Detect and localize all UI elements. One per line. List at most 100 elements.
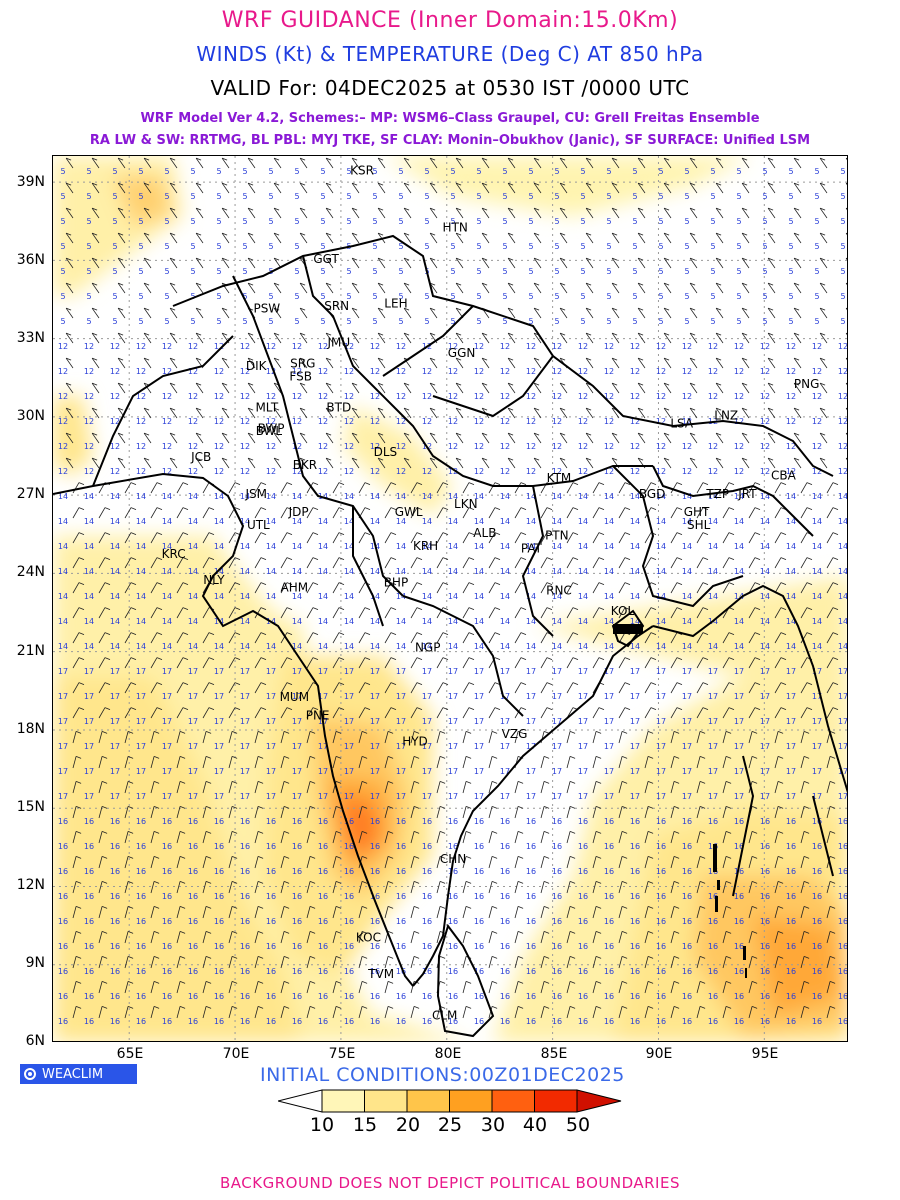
- wind-barb: 17: [110, 731, 134, 751]
- svg-text:14: 14: [734, 567, 744, 576]
- svg-text:14: 14: [708, 642, 718, 651]
- svg-text:17: 17: [500, 717, 510, 726]
- wind-barb: 5: [424, 182, 438, 201]
- wind-barb: 16: [630, 856, 654, 876]
- svg-text:5: 5: [658, 242, 663, 251]
- svg-text:16: 16: [266, 817, 276, 826]
- svg-text:5: 5: [216, 267, 221, 276]
- wind-barb: 16: [656, 806, 680, 826]
- wind-barb: 17: [734, 682, 761, 701]
- wind-barb: 16: [786, 931, 810, 951]
- svg-text:14: 14: [448, 617, 458, 626]
- svg-text:12: 12: [266, 392, 276, 401]
- wind-barb: 5: [606, 182, 620, 201]
- svg-text:14: 14: [292, 567, 302, 576]
- wind-barb: 16: [500, 956, 524, 976]
- svg-text:5: 5: [346, 192, 351, 201]
- wind-barb: 12: [838, 382, 847, 401]
- svg-text:14: 14: [500, 542, 510, 551]
- svg-text:16: 16: [188, 917, 198, 926]
- wind-barb: 16: [370, 831, 394, 851]
- svg-text:12: 12: [526, 367, 536, 376]
- wind-barb: 16: [318, 931, 342, 951]
- wind-barb: 16: [578, 956, 602, 976]
- svg-text:14: 14: [214, 592, 224, 601]
- wind-barb: 17: [526, 756, 550, 776]
- wind-barb: 17: [266, 731, 290, 751]
- station-label: SRG: [290, 356, 315, 370]
- station-label: CLM: [432, 1009, 457, 1023]
- wind-barb: 12: [292, 407, 308, 426]
- lon-label: 85E: [540, 1046, 568, 1062]
- svg-text:17: 17: [500, 792, 510, 801]
- svg-text:5: 5: [320, 292, 325, 301]
- wind-barb: 12: [526, 407, 542, 426]
- wind-barb: 12: [162, 407, 178, 426]
- svg-text:16: 16: [500, 992, 510, 1001]
- colorbar-label: 25: [437, 1114, 463, 1136]
- svg-text:12: 12: [396, 367, 406, 376]
- wind-barb: 5: [112, 257, 126, 276]
- svg-text:14: 14: [448, 567, 458, 576]
- svg-text:5: 5: [788, 317, 793, 326]
- wind-barb: 12: [812, 332, 828, 351]
- wind-barb: 17: [656, 756, 680, 776]
- svg-text:5: 5: [814, 192, 819, 201]
- svg-text:5: 5: [658, 192, 663, 201]
- svg-text:14: 14: [84, 567, 94, 576]
- svg-text:5: 5: [138, 192, 143, 201]
- wind-barb: 5: [736, 207, 750, 226]
- wind-barb: 12: [734, 407, 750, 426]
- wind-barb: 16: [682, 906, 706, 926]
- wind-barb: 5: [840, 282, 847, 301]
- wind-barb: 16: [604, 981, 628, 1001]
- wind-barb: 5: [502, 282, 516, 301]
- svg-text:16: 16: [552, 1017, 562, 1026]
- station-label: PTN: [545, 528, 569, 542]
- svg-text:16: 16: [630, 967, 640, 976]
- wind-barb: 16: [448, 806, 472, 826]
- wind-barb: 14: [188, 507, 215, 526]
- wind-barb: 12: [448, 457, 464, 476]
- svg-text:14: 14: [448, 642, 458, 651]
- svg-text:16: 16: [422, 917, 432, 926]
- wind-barb: 14: [266, 532, 293, 551]
- svg-text:16: 16: [552, 917, 562, 926]
- wind-barb: 14: [84, 507, 111, 526]
- svg-text:14: 14: [682, 567, 692, 576]
- svg-text:14: 14: [526, 492, 536, 501]
- wind-barb: 5: [372, 207, 386, 226]
- svg-text:17: 17: [58, 767, 68, 776]
- svg-text:16: 16: [214, 842, 224, 851]
- svg-text:16: 16: [708, 817, 718, 826]
- svg-text:16: 16: [812, 917, 822, 926]
- wind-barb: 14: [448, 582, 475, 601]
- wind-barb: 5: [138, 257, 152, 276]
- svg-text:16: 16: [734, 967, 744, 976]
- station-label: PSW: [253, 302, 280, 316]
- wind-barb: 5: [502, 257, 516, 276]
- wind-barb: 16: [500, 981, 524, 1001]
- wind-barb: 12: [812, 357, 828, 376]
- svg-text:17: 17: [136, 742, 146, 751]
- wind-barb: 12: [526, 382, 542, 401]
- wind-barb: 17: [500, 707, 527, 726]
- station-label: JCB: [190, 450, 211, 464]
- wind-barb: 14: [630, 482, 657, 501]
- station-label: ALB: [473, 526, 496, 540]
- svg-text:16: 16: [188, 1017, 198, 1026]
- wind-barb: 17: [110, 707, 137, 726]
- wind-barb: 12: [84, 432, 100, 451]
- svg-text:16: 16: [136, 967, 146, 976]
- wind-barb: 5: [86, 257, 100, 276]
- svg-text:12: 12: [786, 342, 796, 351]
- wind-barb: 5: [840, 307, 847, 326]
- svg-text:5: 5: [60, 167, 65, 176]
- wind-barb: 5: [372, 157, 386, 176]
- wind-barb: 12: [448, 332, 464, 351]
- lon-label: 80E: [434, 1046, 462, 1062]
- wind-barb: 5: [450, 257, 464, 276]
- wind-barb: 12: [656, 407, 672, 426]
- wind-barb: 5: [580, 257, 594, 276]
- svg-text:14: 14: [500, 617, 510, 626]
